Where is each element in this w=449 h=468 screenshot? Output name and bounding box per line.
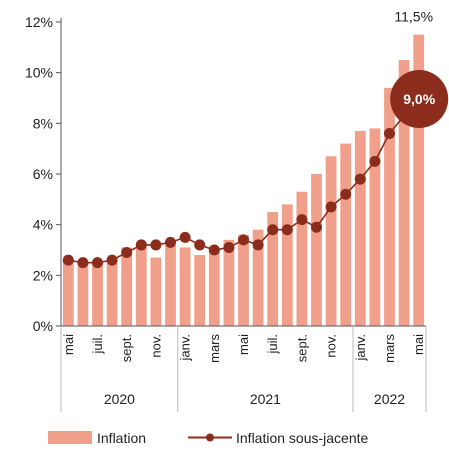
x-tick-label: sept.: [294, 334, 309, 362]
x-tick-label: mai: [61, 334, 76, 355]
inflation-bar: [194, 255, 206, 326]
core-inflation-point: [325, 201, 337, 213]
y-tick-label: 12%: [25, 14, 53, 30]
core-inflation-point: [311, 221, 322, 233]
inflation-bar: [311, 174, 322, 326]
core-inflation-point: [296, 214, 308, 226]
y-tick-label: 2%: [33, 267, 53, 283]
year-label: 2020: [104, 391, 135, 407]
x-tick-label: mai: [236, 334, 251, 355]
y-tick-label: 8%: [33, 115, 53, 131]
core-inflation-point: [62, 254, 74, 266]
x-tick-label: janv.: [178, 334, 193, 362]
inflation-bar: [165, 244, 176, 326]
inflation-bar: [398, 60, 410, 326]
inflation-bar: [208, 250, 220, 326]
core-inflation-point: [238, 234, 249, 246]
core-inflation-point: [194, 239, 206, 251]
core-inflation-point: [223, 241, 235, 253]
y-axis: 0% 2% 4% 6% 8% 10% 12%: [25, 14, 62, 334]
inflation-bar: [238, 234, 249, 326]
x-tick-label: nov.: [148, 334, 163, 358]
core-inflation-point: [92, 257, 103, 269]
x-tick-label: nov.: [324, 334, 339, 358]
legend: Inflation Inflation sous-jacente: [48, 430, 369, 446]
inflation-bar: [281, 204, 293, 326]
core-inflation-line: [62, 97, 420, 269]
y-tick-label: 6%: [33, 166, 53, 182]
inflation-bar: [92, 262, 103, 326]
core-inflation-point: [179, 231, 191, 243]
y-tick-label: 4%: [33, 217, 53, 233]
year-label: 2021: [250, 391, 281, 407]
legend-inflation-swatch: [48, 431, 92, 444]
x-tick-label: mars: [207, 334, 222, 363]
legend-inflation-label: Inflation: [97, 430, 146, 446]
inflation-bar: [150, 257, 162, 326]
core-inflation-point: [208, 244, 220, 256]
inflation-bars: [62, 34, 425, 327]
last-bar-value-label: 11,5%: [394, 9, 433, 25]
y-tick-label: 10%: [25, 65, 53, 81]
core-inflation-point: [267, 224, 279, 236]
inflation-bar: [267, 212, 279, 326]
core-inflation-point: [340, 188, 352, 200]
inflation-bar: [384, 87, 395, 327]
core-inflation-point: [252, 239, 264, 251]
inflation-bar: [106, 262, 118, 326]
annotations: 11,5% 9,0%: [390, 9, 449, 128]
x-tick-label: juil.: [265, 334, 280, 355]
inflation-bar: [135, 247, 147, 326]
x-tick-label: sept.: [119, 334, 134, 362]
inflation-bar: [77, 262, 89, 326]
inflation-bar: [223, 239, 235, 326]
core-inflation-point: [165, 236, 176, 248]
core-inflation-point: [281, 224, 293, 236]
last-core-value-bubble: [390, 70, 449, 128]
core-inflation-point: [135, 239, 147, 251]
inflation-bar: [121, 247, 133, 326]
core-inflation-point: [77, 257, 89, 269]
x-tick-label: mars: [382, 334, 397, 363]
x-tick-label: juil.: [90, 334, 105, 355]
core-inflation-point: [121, 247, 133, 259]
inflation-bar: [369, 128, 381, 326]
core-inflation-point: [150, 239, 162, 251]
x-tick-label: mai: [411, 334, 426, 355]
inflation-bar: [413, 34, 425, 327]
y-tick-label: 0%: [33, 318, 53, 334]
x-axis: mai juil. sept. nov. janv. mars mai juil. sept. n…: [60, 325, 427, 412]
inflation-bar: [296, 191, 308, 326]
legend-core-label: Inflation sous-jacente: [236, 430, 369, 446]
core-inflation-point: [369, 155, 381, 167]
legend-core-marker: [206, 433, 214, 442]
core-inflation-point: [384, 127, 395, 139]
last-core-value-label: 9,0%: [403, 91, 435, 107]
x-tick-label: janv.: [353, 334, 368, 362]
inflation-bar: [179, 247, 191, 326]
inflation-bar: [62, 260, 74, 326]
core-inflation-point: [354, 173, 366, 185]
inflation-bar: [252, 229, 264, 326]
inflation-bar: [354, 130, 366, 326]
year-label: 2022: [374, 391, 405, 407]
inflation-bar: [340, 143, 352, 326]
inflation-bar: [325, 156, 337, 326]
core-inflation-point: [106, 254, 118, 266]
